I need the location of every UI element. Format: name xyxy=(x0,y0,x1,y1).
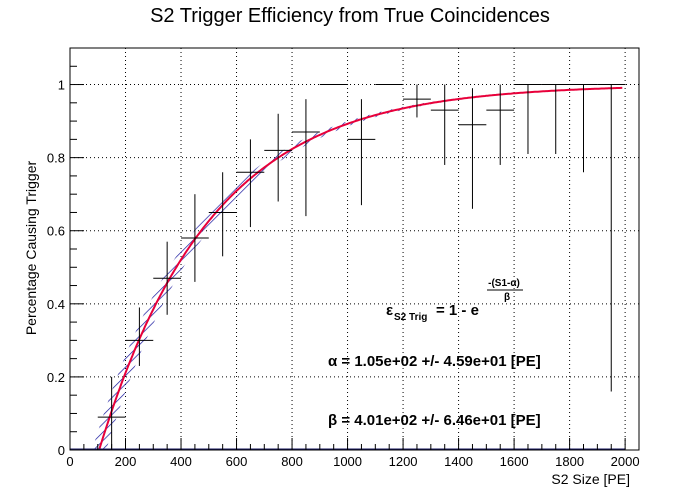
beta-fit-result: β = 4.01e+02 +/- 6.46e+01 [PE] xyxy=(328,412,541,429)
data-point xyxy=(125,307,154,366)
chart-title: S2 Trigger Efficiency from True Coincide… xyxy=(150,5,550,27)
data-point xyxy=(597,84,626,392)
y-tick-label: 0.8 xyxy=(47,151,65,166)
x-tick-label: 1200 xyxy=(389,454,418,469)
data-point xyxy=(264,113,293,202)
y-tick-label: 0.4 xyxy=(47,297,65,312)
data-point xyxy=(153,241,182,315)
data-point xyxy=(236,139,265,228)
x-tick-label: 200 xyxy=(115,454,137,469)
x-tick-label: 800 xyxy=(281,454,303,469)
x-tick-label: 400 xyxy=(170,454,192,469)
formula-subscript: S2 Trig xyxy=(394,312,427,323)
data-point xyxy=(430,84,459,165)
alpha-fit-result: α = 1.05e+02 +/- 4.59e+01 [PE] xyxy=(328,353,541,370)
x-tick-label: 600 xyxy=(226,454,248,469)
data-point xyxy=(458,88,487,209)
formula-exponent-numerator: -(S1-α) xyxy=(488,278,520,289)
x-tick-label: 1400 xyxy=(444,454,473,469)
x-axis-title: S2 Size [PE] xyxy=(551,471,630,487)
data-points xyxy=(70,84,626,451)
data-point xyxy=(514,84,542,154)
uncertainty-band xyxy=(89,87,623,450)
y-tick-label: 0.2 xyxy=(47,370,65,385)
data-point xyxy=(569,84,598,173)
data-point xyxy=(208,172,237,257)
data-point xyxy=(181,194,209,282)
data-point xyxy=(347,99,376,206)
y-tick-labels: 0 0.2 0.4 0.6 0.8 1 xyxy=(47,78,65,458)
data-point xyxy=(486,84,515,165)
axis-ticks xyxy=(69,47,640,451)
x-tick-label: 1000 xyxy=(333,454,362,469)
y-tick-label: 0.6 xyxy=(47,224,65,239)
fit-curve xyxy=(98,86,623,450)
fit-curve-group xyxy=(98,86,623,450)
y-axis-title: Percentage Causing Trigger xyxy=(23,161,39,336)
x-tick-label: 1800 xyxy=(555,454,584,469)
data-point xyxy=(541,84,570,154)
formula-rhs: = 1 - e xyxy=(436,302,479,319)
y-tick-label: 1 xyxy=(58,78,65,93)
data-point xyxy=(97,376,126,450)
x-tick-labels: 0 200 400 600 800 1000 1200 1400 1600 1800 2000 xyxy=(66,454,639,469)
y-tick-label: 0 xyxy=(58,443,65,458)
confidence-band xyxy=(89,87,623,450)
plot-frame xyxy=(69,47,640,451)
data-point xyxy=(403,84,431,118)
formula-epsilon: ε xyxy=(386,302,393,319)
x-tick-label: 2000 xyxy=(611,454,640,469)
formula-exponent-denominator: β xyxy=(504,292,510,303)
x-tick-label: 1600 xyxy=(500,454,529,469)
x-tick-label: 0 xyxy=(66,454,73,469)
grid xyxy=(70,48,639,450)
data-point xyxy=(292,99,320,217)
fit-formula: ε S2 Trig = 1 - e -(S1-α) β xyxy=(386,278,523,323)
